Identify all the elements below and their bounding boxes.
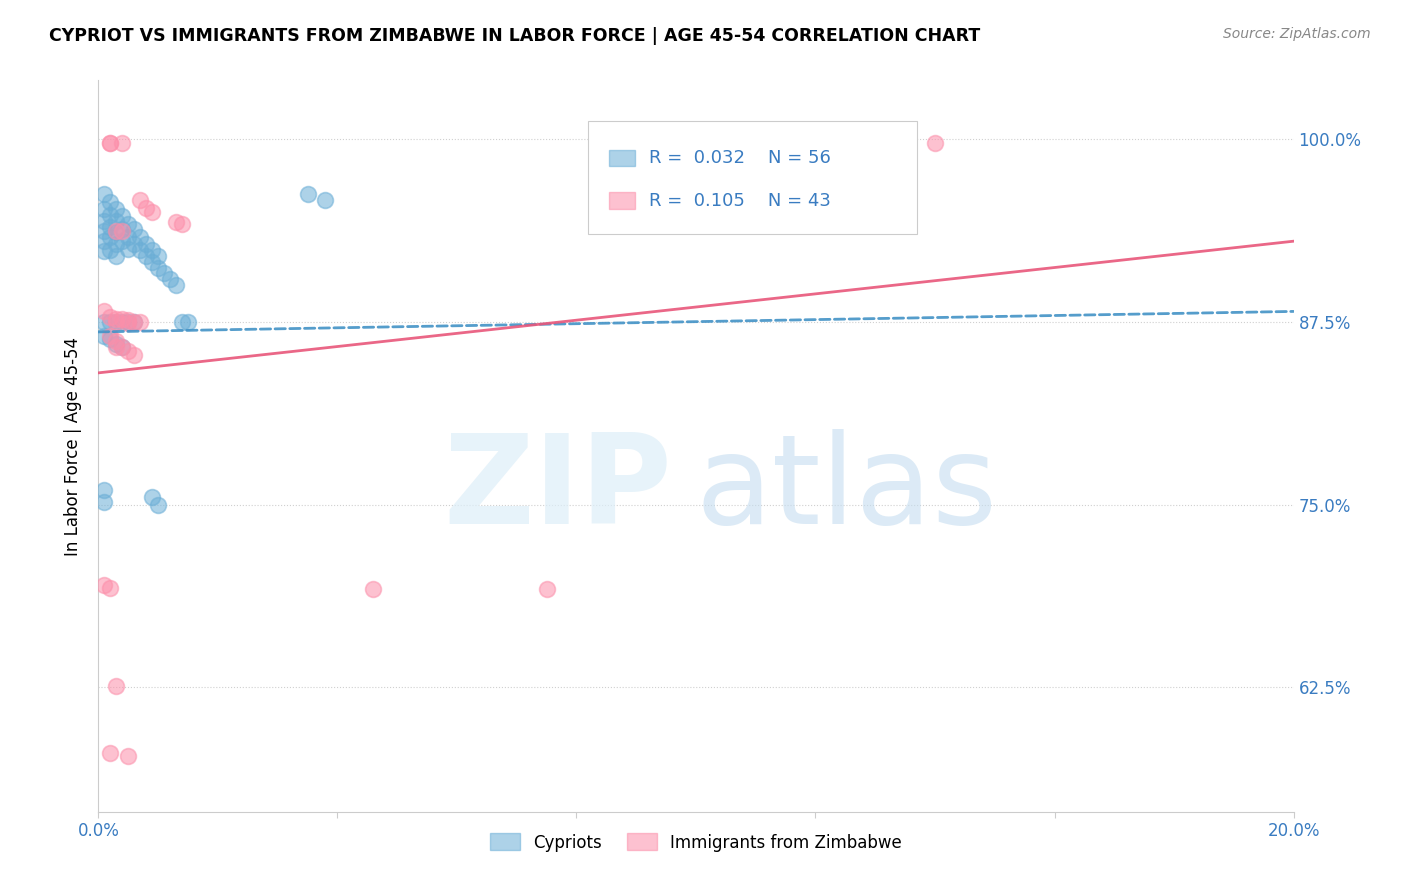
Text: ZIP: ZIP: [443, 429, 672, 550]
Point: [124, 315, 146, 329]
Point: [93, 187, 115, 202]
Point: [141, 254, 163, 268]
Point: [105, 311, 128, 326]
Point: [105, 315, 128, 329]
Point: [135, 201, 157, 215]
Point: [172, 315, 194, 329]
Text: atlas: atlas: [696, 429, 998, 550]
Point: [105, 339, 128, 353]
Point: [129, 243, 152, 257]
Point: [93, 578, 115, 592]
Text: R =  0.105    N = 43: R = 0.105 N = 43: [650, 192, 831, 210]
Point: [98, 136, 122, 151]
Point: [98, 208, 122, 222]
Point: [117, 749, 139, 764]
Point: [141, 490, 163, 504]
Point: [111, 339, 134, 353]
Point: [93, 202, 115, 216]
Text: Source: ZipAtlas.com: Source: ZipAtlas.com: [1223, 27, 1371, 41]
Point: [105, 224, 128, 238]
Point: [117, 315, 139, 329]
Point: [141, 243, 163, 257]
Point: [111, 136, 134, 151]
Point: [111, 339, 134, 353]
Point: [117, 313, 139, 327]
Point: [98, 310, 122, 325]
Point: [98, 136, 122, 151]
Point: [105, 679, 128, 693]
Point: [165, 278, 187, 293]
Point: [536, 582, 558, 597]
Point: [105, 237, 128, 252]
Point: [98, 332, 122, 346]
Point: [105, 336, 128, 351]
Point: [93, 224, 115, 238]
Point: [105, 315, 128, 329]
FancyBboxPatch shape: [589, 120, 917, 234]
Point: [98, 243, 122, 257]
Point: [165, 215, 187, 229]
FancyBboxPatch shape: [609, 150, 636, 166]
Point: [924, 136, 946, 151]
Point: [363, 582, 385, 597]
Point: [124, 237, 146, 252]
Point: [124, 222, 146, 236]
Point: [117, 343, 139, 358]
Point: [135, 249, 157, 263]
Point: [111, 315, 134, 329]
Y-axis label: In Labor Force | Age 45-54: In Labor Force | Age 45-54: [65, 336, 83, 556]
Point: [315, 193, 337, 207]
Point: [172, 217, 194, 231]
Point: [93, 483, 115, 497]
Point: [159, 272, 181, 286]
Point: [93, 213, 115, 227]
Point: [135, 237, 157, 252]
Point: [105, 226, 128, 240]
Point: [93, 304, 115, 318]
Text: CYPRIOT VS IMMIGRANTS FROM ZIMBABWE IN LABOR FORCE | AGE 45-54 CORRELATION CHART: CYPRIOT VS IMMIGRANTS FROM ZIMBABWE IN L…: [49, 27, 980, 45]
Point: [111, 224, 134, 238]
Point: [129, 315, 152, 329]
Point: [129, 193, 152, 207]
Point: [153, 266, 176, 280]
Point: [111, 311, 134, 326]
Point: [117, 217, 139, 231]
Point: [98, 746, 122, 760]
Point: [98, 194, 122, 209]
Point: [297, 187, 319, 202]
Point: [129, 229, 152, 244]
Point: [148, 260, 170, 275]
Text: R =  0.032    N = 56: R = 0.032 N = 56: [650, 149, 831, 167]
Point: [117, 229, 139, 244]
Point: [93, 329, 115, 343]
Point: [98, 329, 122, 343]
FancyBboxPatch shape: [609, 193, 636, 209]
Point: [117, 242, 139, 256]
Point: [98, 229, 122, 244]
Point: [105, 334, 128, 348]
Point: [124, 315, 146, 329]
Point: [105, 202, 128, 216]
Point: [117, 316, 139, 330]
Point: [148, 498, 170, 512]
Point: [105, 213, 128, 227]
Point: [105, 249, 128, 263]
Point: [98, 219, 122, 234]
Point: [98, 581, 122, 595]
Point: [93, 244, 115, 259]
Point: [111, 222, 134, 236]
Point: [98, 315, 122, 329]
Point: [93, 315, 115, 329]
Point: [141, 205, 163, 219]
Point: [111, 210, 134, 224]
Point: [93, 234, 115, 248]
Point: [148, 249, 170, 263]
Point: [111, 234, 134, 248]
Point: [93, 494, 115, 508]
Legend: Cypriots, Immigrants from Zimbabwe: Cypriots, Immigrants from Zimbabwe: [484, 827, 908, 858]
Point: [177, 315, 200, 329]
Point: [124, 348, 146, 362]
